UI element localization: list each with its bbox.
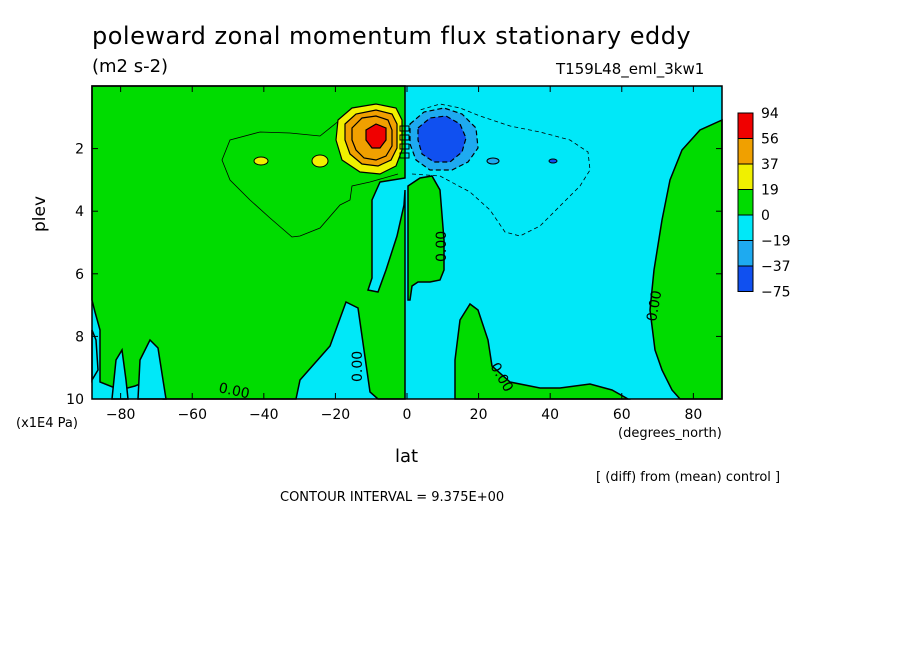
x-tick-label: −60 <box>177 407 207 423</box>
x-axis: −80 −60 −40 −20 0 20 40 60 80 <box>106 86 702 423</box>
equator-contour-boxes <box>399 125 410 159</box>
x-axis-label: lat <box>395 446 419 467</box>
x-tick-label: 40 <box>541 407 559 423</box>
colorbar-segment <box>737 265 754 292</box>
colorbar-segment <box>737 189 754 216</box>
negative-island-b <box>548 158 558 164</box>
diff-note: [ (diff) from (mean) control ] <box>596 470 781 485</box>
run-id: T159L48_eml_3kw1 <box>556 60 705 78</box>
contour-positive-thin <box>221 119 399 238</box>
y-tick-label: 10 <box>66 392 84 408</box>
colorbar-label: 37 <box>761 157 779 173</box>
chart-units: (m2 s-2) <box>92 56 169 77</box>
colorbar-label: −75 <box>761 285 791 301</box>
y-axis-units: (x1E4 Pa) <box>16 416 78 431</box>
chart-title: poleward zonal momentum flux stationary … <box>92 22 692 50</box>
colorbar-label: 19 <box>761 183 779 199</box>
y-axis-label: plev <box>30 195 50 232</box>
x-tick-label: 0 <box>403 407 412 423</box>
y-axis: 2 4 6 8 10 <box>66 142 722 408</box>
colorbar-label: 0 <box>761 208 770 224</box>
colorbar-label: 56 <box>761 132 779 148</box>
colorbar-segment <box>737 112 754 139</box>
x-tick-label: −20 <box>321 407 351 423</box>
x-tick-label: −40 <box>249 407 279 423</box>
colorbar-segment <box>737 214 754 241</box>
x-tick-label: 60 <box>613 407 631 423</box>
negative-island-a <box>486 157 500 165</box>
x-tick-label: −80 <box>106 407 136 423</box>
contour-negative-thin <box>411 103 591 237</box>
colorbar-label: 94 <box>761 106 779 122</box>
colorbar-segment <box>737 163 754 190</box>
negative-core-inner <box>417 115 467 163</box>
colorbar: 94 56 37 19 0 −19 −37 −75 <box>737 106 791 301</box>
y-tick-label: 2 <box>75 142 84 158</box>
contour-label: 0.00 <box>217 380 251 402</box>
positive-lobe-north <box>454 302 631 400</box>
contour-interval: CONTOUR INTERVAL = 9.375E+00 <box>280 490 505 505</box>
colorbar-label: −37 <box>761 259 791 275</box>
x-axis-units: (degrees_north) <box>618 426 722 441</box>
positive-island-b <box>311 154 329 168</box>
colorbar-segment <box>737 240 754 267</box>
y-tick-label: 4 <box>75 204 84 220</box>
contour-label: 0.00 <box>350 351 366 382</box>
contour-label: 0.00 <box>644 289 665 322</box>
y-tick-label: 6 <box>75 267 84 283</box>
positive-island-a <box>253 156 269 166</box>
contour-label: 0.00 <box>434 231 450 262</box>
colorbar-segment <box>737 138 754 165</box>
colorbar-label: −19 <box>761 234 791 250</box>
positive-tongue-equator <box>407 175 445 301</box>
positive-core-max <box>365 123 387 149</box>
x-tick-label: 80 <box>684 407 702 423</box>
y-tick-label: 8 <box>75 329 84 345</box>
x-tick-label: 20 <box>470 407 488 423</box>
